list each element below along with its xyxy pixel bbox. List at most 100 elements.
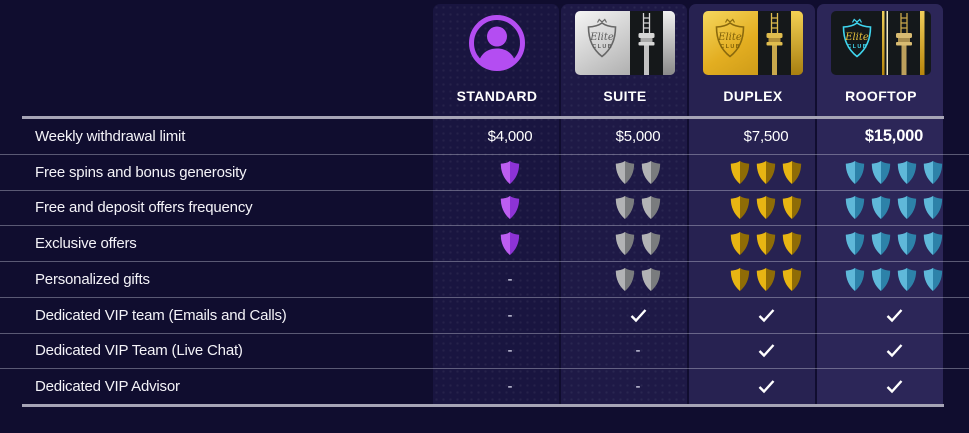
- silver-shield-icon: [615, 232, 635, 256]
- blue-shield-icon: [897, 196, 917, 220]
- row-label: Dedicated VIP Advisor: [35, 378, 180, 396]
- limit-value: $5,000: [615, 127, 661, 145]
- gold-shield-icon: [756, 267, 776, 291]
- tier-value-cell: [830, 343, 958, 358]
- gold-shield-icon: [756, 232, 776, 256]
- elite-club-emblem: Elite CLUB: [715, 18, 745, 58]
- purple-shield-icon: [500, 160, 520, 184]
- check-icon: [886, 308, 902, 322]
- table-row: Exclusive offers: [0, 225, 969, 261]
- blue-shield-icon: [923, 267, 943, 291]
- tier-value-cell: [574, 231, 702, 256]
- silver-shield-icon: [641, 267, 661, 291]
- svg-text:Elite: Elite: [717, 32, 742, 43]
- blue-shield-icon: [871, 232, 891, 256]
- blue-shield-icon: [871, 196, 891, 220]
- tier-label-rooftop: ROOFTOP: [845, 88, 917, 104]
- row-label: Dedicated VIP team (Emails and Calls): [35, 306, 287, 324]
- purple-shield-icon: [500, 196, 520, 220]
- tier-header-row: STANDARD: [433, 0, 945, 116]
- dash-placeholder: -: [507, 342, 513, 360]
- gold-shield-icon: [730, 232, 750, 256]
- blue-shield-icon: [923, 232, 943, 256]
- dash-placeholder: -: [507, 270, 513, 288]
- gold-shield-icon: [782, 160, 802, 184]
- person-circle-icon: [469, 15, 525, 71]
- table-bottom-divider: [22, 404, 944, 407]
- svg-text:CLUB: CLUB: [592, 44, 613, 50]
- blue-shield-icon: [871, 160, 891, 184]
- blue-shield-icon: [845, 232, 865, 256]
- check-icon: [758, 308, 774, 322]
- silver-shield-icon: [641, 196, 661, 220]
- tier-value-cell: [830, 160, 958, 185]
- tier-value-cell: [702, 379, 830, 394]
- tier-label-standard: STANDARD: [456, 88, 538, 104]
- silver-shield-icon: [641, 160, 661, 184]
- row-label: Dedicated VIP Team (Live Chat): [35, 342, 243, 360]
- tier-value-cell: $7,500: [702, 128, 830, 145]
- gold-shield-icon: [782, 232, 802, 256]
- gold-shield-icon: [756, 196, 776, 220]
- tier-value-cell: [702, 267, 830, 292]
- tier-value-cell: -: [446, 342, 574, 359]
- tower-icon: [896, 13, 912, 75]
- gold-shield-icon: [782, 196, 802, 220]
- standard-column-background: [433, 4, 559, 407]
- check-icon: [758, 344, 774, 358]
- tier-value-cell: [574, 308, 702, 323]
- limit-value: $15,000: [864, 126, 924, 145]
- tier-value-cell: -: [446, 271, 574, 288]
- elite-club-emblem: Elite CLUB: [842, 18, 872, 58]
- tier-value-cell: $15,000: [830, 127, 958, 146]
- blue-shield-icon: [897, 160, 917, 184]
- table-row: Weekly withdrawal limit $4,000 $5,000 $7…: [0, 119, 969, 154]
- silver-shield-icon: [615, 196, 635, 220]
- gold-shield-icon: [730, 160, 750, 184]
- row-label: Weekly withdrawal limit: [35, 127, 186, 145]
- tier-value-cell: $4,000: [446, 128, 574, 145]
- duplex-card-icon: Elite CLUB: [703, 11, 803, 75]
- row-label: Free and deposit offers frequency: [35, 199, 253, 217]
- dash-placeholder: -: [635, 378, 641, 396]
- row-label: Exclusive offers: [35, 235, 137, 253]
- tier-value-cell: [574, 195, 702, 220]
- suite-card-icon: Elite CLUB: [575, 11, 675, 75]
- purple-shield-icon: [500, 232, 520, 256]
- table-row: Personalized gifts -: [0, 261, 969, 297]
- check-icon: [758, 380, 774, 394]
- silver-shield-icon: [641, 232, 661, 256]
- limit-value: $7,500: [743, 127, 789, 145]
- blue-shield-icon: [897, 232, 917, 256]
- tier-value-cell: [446, 231, 574, 256]
- tier-head-rooftop: Elite CLUB ROOFTOP: [817, 0, 945, 116]
- row-label: Personalized gifts: [35, 270, 150, 288]
- tier-head-suite: Elite CLUB SUITE: [561, 0, 689, 116]
- svg-text:Elite: Elite: [844, 32, 869, 43]
- check-icon: [630, 308, 646, 322]
- tier-value-cell: [574, 267, 702, 292]
- limit-value: $4,000: [487, 127, 533, 145]
- tower-icon: [638, 13, 655, 75]
- tier-value-cell: [702, 160, 830, 185]
- dash-placeholder: -: [507, 306, 513, 324]
- tier-value-cell: -: [574, 378, 702, 395]
- dash-placeholder: -: [507, 378, 513, 396]
- table-row: Free and deposit offers frequency: [0, 189, 969, 226]
- tier-value-cell: -: [574, 342, 702, 359]
- tier-value-cell: [702, 308, 830, 323]
- tier-value-cell: [702, 231, 830, 256]
- elite-club-emblem: Elite CLUB: [587, 18, 617, 58]
- silver-shield-icon: [615, 267, 635, 291]
- blue-shield-icon: [923, 160, 943, 184]
- blue-shield-icon: [845, 267, 865, 291]
- tier-value-cell: [702, 195, 830, 220]
- table-row: Free spins and bonus generosity: [0, 153, 969, 190]
- tier-head-standard: STANDARD: [433, 0, 561, 116]
- dash-placeholder: -: [635, 342, 641, 360]
- blue-shield-icon: [897, 267, 917, 291]
- gold-shield-icon: [756, 160, 776, 184]
- table-row: Dedicated VIP Team (Live Chat) - -: [0, 332, 969, 369]
- blue-shield-icon: [845, 196, 865, 220]
